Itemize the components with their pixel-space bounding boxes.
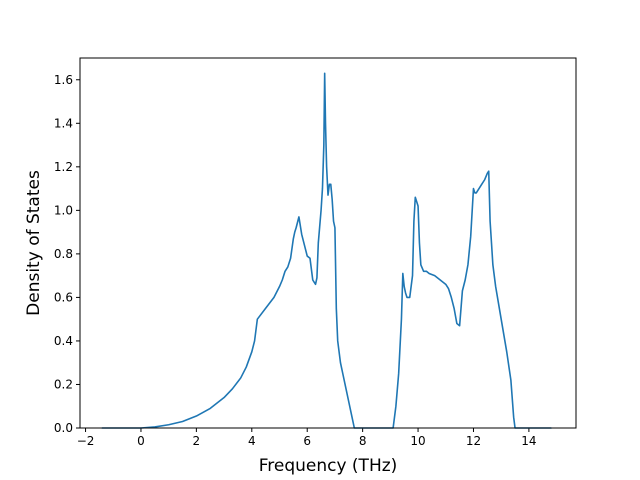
x-tick-label: 14 [521,434,536,448]
x-tick-label: 8 [359,434,367,448]
x-tick-label: 4 [248,434,256,448]
y-tick-label: 1.6 [54,73,73,87]
y-axis-ticks: 0.0 0.2 0.4 0.6 0.8 1.0 1.2 1.4 1.6 [54,73,80,435]
y-tick-label: 1.0 [54,203,73,217]
y-tick-label: 1.2 [54,160,73,174]
x-tick-label: 6 [303,434,311,448]
x-tick-label: 0 [137,434,145,448]
x-tick-label: 2 [193,434,201,448]
x-axis-label: Frequency (THz) [259,456,398,476]
x-tick-label: −2 [77,434,95,448]
x-tick-label: 12 [466,434,481,448]
y-tick-label: 0.2 [54,377,73,391]
y-tick-label: 1.4 [54,116,73,130]
plot-frame [79,57,577,429]
y-axis-label: Density of States [24,170,44,316]
y-tick-label: 0.4 [54,334,73,348]
y-tick-label: 0.6 [54,290,73,304]
x-axis-ticks: −2 0 2 4 6 8 10 12 14 [77,428,537,448]
x-tick-label: 10 [410,434,425,448]
plot-background [80,58,576,428]
y-tick-label: 0.0 [54,421,73,435]
y-tick-label: 0.8 [54,247,73,261]
